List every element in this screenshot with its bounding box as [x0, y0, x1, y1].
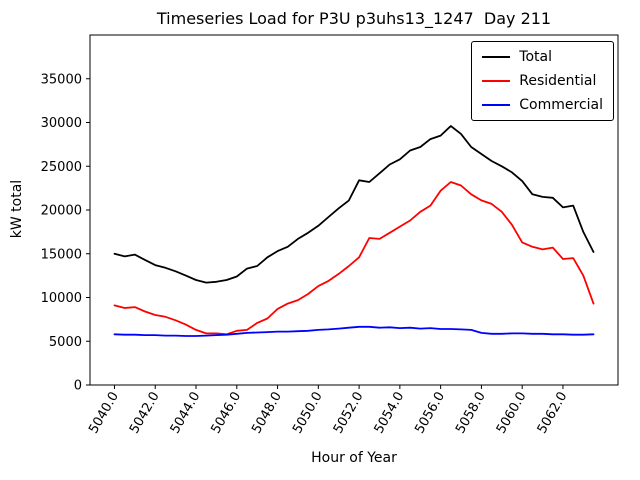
x-tick-label: 5054.0 — [372, 390, 408, 437]
x-tick-label: 5056.0 — [412, 390, 448, 437]
y-tick-label: 20000 — [41, 204, 82, 219]
x-tick-label: 5048.0 — [249, 390, 285, 437]
x-tick-label: 5042.0 — [127, 390, 163, 437]
legend-line-residential-icon — [482, 80, 511, 82]
x-tick-label: 5040.0 — [86, 390, 122, 437]
series-line-total — [113, 125, 595, 284]
x-axis-label: Hour of Year — [311, 450, 397, 466]
x-tick-label: 5052.0 — [331, 390, 367, 437]
legend-label-residential: Residential — [519, 73, 597, 89]
y-tick-label: 5000 — [49, 335, 82, 350]
legend-line-total-icon — [482, 56, 511, 58]
series-line-commercial — [113, 325, 595, 337]
legend-item-total: Total — [482, 49, 603, 65]
legend-label-commercial: Commercial — [519, 97, 603, 113]
y-tick-label: 35000 — [41, 72, 82, 87]
legend-label-total: Total — [519, 49, 552, 65]
legend: Total Residential Commercial — [471, 41, 614, 121]
x-tick-label: 5050.0 — [290, 390, 326, 437]
y-tick-label: 25000 — [41, 160, 82, 175]
x-tick-label: 5046.0 — [209, 390, 245, 437]
y-tick-label: 10000 — [41, 291, 82, 306]
x-tick-label: 5060.0 — [494, 390, 530, 437]
y-tick-label: 0 — [74, 379, 82, 394]
legend-line-commercial-icon — [482, 104, 511, 106]
x-tick-label: 5044.0 — [168, 390, 204, 437]
legend-item-commercial: Commercial — [482, 97, 603, 113]
chart-title: Timeseries Load for P3U p3uhs13_1247 Day… — [156, 9, 552, 28]
x-tick-label: 5058.0 — [453, 390, 489, 437]
y-tick-label: 30000 — [41, 116, 82, 131]
series-line-residential — [113, 181, 595, 336]
x-tick-label: 5062.0 — [535, 390, 571, 437]
y-tick-label: 15000 — [41, 247, 82, 262]
legend-item-residential: Residential — [482, 73, 603, 89]
